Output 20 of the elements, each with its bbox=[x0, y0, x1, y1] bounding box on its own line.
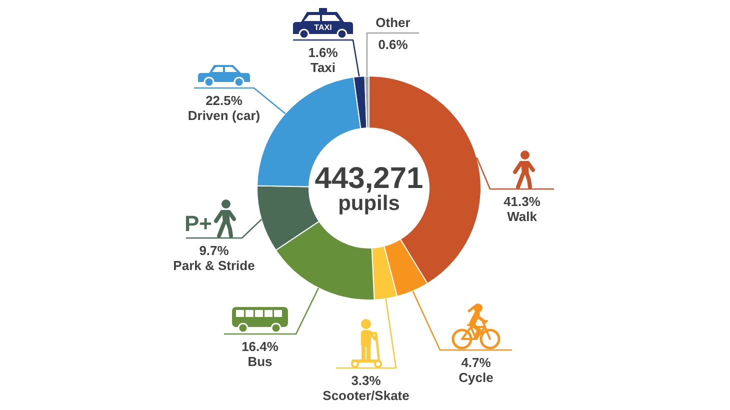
data-label: 22.5% bbox=[206, 93, 243, 108]
text: P+ bbox=[184, 211, 212, 236]
slice-label: Cycle bbox=[458, 370, 494, 385]
data-label: 4.7% bbox=[461, 355, 492, 370]
data-label: 1.6% bbox=[308, 45, 338, 60]
data-label: 3.3% bbox=[351, 373, 382, 388]
data-label: 9.7% bbox=[199, 243, 230, 258]
slice-label: Other bbox=[376, 15, 410, 30]
slice-label: Taxi bbox=[310, 60, 336, 75]
data-label: 16.4% bbox=[242, 339, 279, 354]
slice-label: Park & Stride bbox=[173, 258, 255, 273]
text: TAXI bbox=[314, 23, 332, 32]
slice-label: Walk bbox=[507, 209, 538, 224]
data-label: 41.3% bbox=[504, 194, 541, 209]
slice-label: Bus bbox=[248, 354, 272, 369]
slice-label: Scooter/Skate bbox=[322, 388, 410, 403]
data-label: 0.6% bbox=[378, 37, 408, 52]
slice-label: Driven (car) bbox=[188, 108, 260, 123]
text: 443,271 bbox=[314, 162, 424, 195]
text: pupils bbox=[338, 192, 400, 215]
